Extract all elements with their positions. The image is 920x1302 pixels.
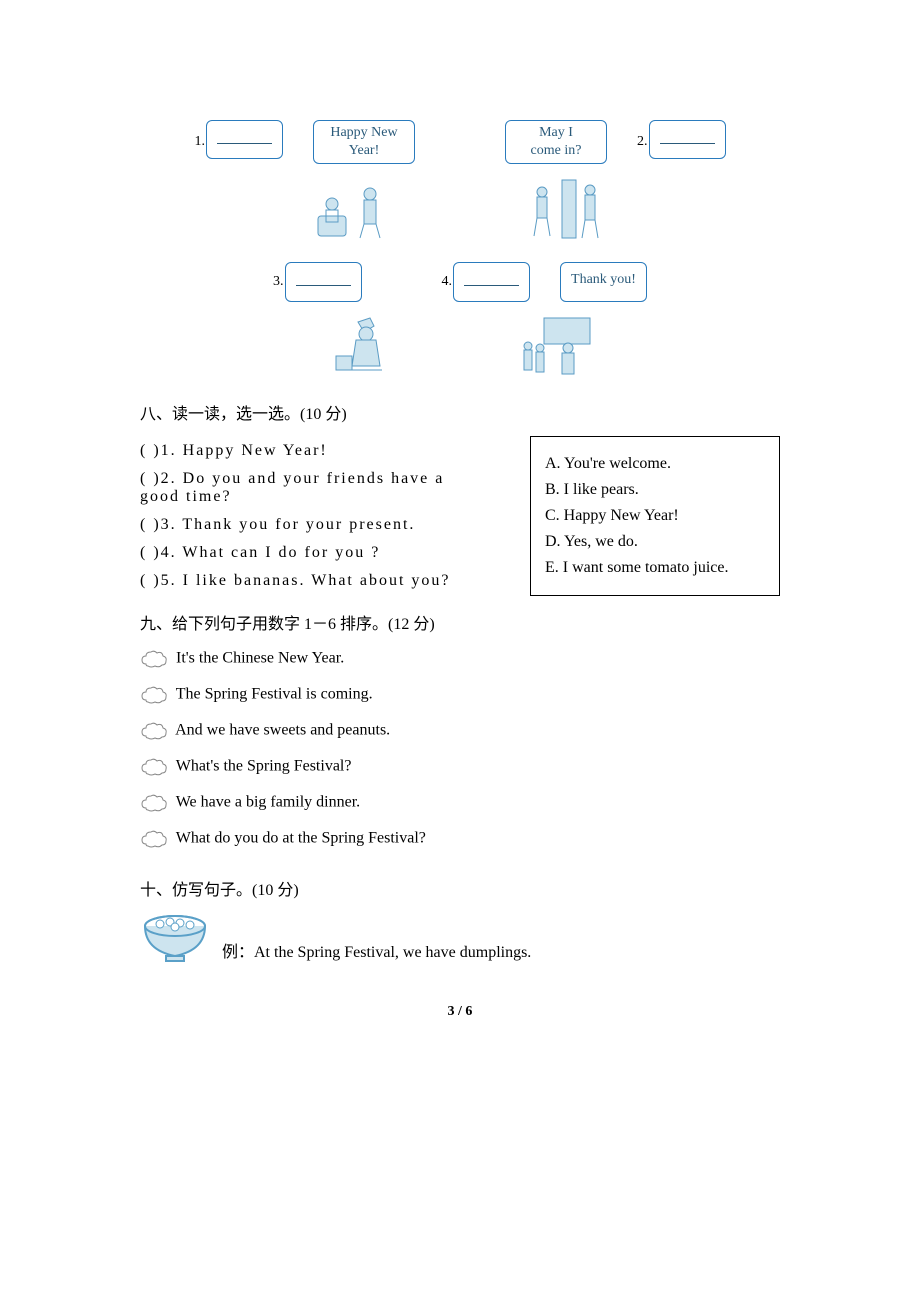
section-8-questions: ( )1. Happy New Year! ( )2. Do you and y…	[140, 432, 490, 600]
q9-text-3: And we have sweets and peanuts.	[175, 721, 390, 738]
bubble-hny: Happy New Year!	[313, 120, 415, 164]
bubble-blank-1[interactable]	[206, 120, 283, 159]
dialog-num-2: 2.	[637, 134, 648, 150]
bubble-may-l2: come in?	[531, 143, 582, 158]
answer-e: E. I want some tomato juice.	[545, 559, 765, 577]
q9-text-5: We have a big family dinner.	[176, 793, 360, 810]
answer-box: A. You're welcome. B. I like pears. C. H…	[530, 436, 780, 596]
scene-teacher	[510, 312, 600, 382]
cloud-icon	[140, 648, 168, 670]
answer-d: D. Yes, we do.	[545, 533, 765, 551]
bubble-hny-l1: Happy New	[330, 125, 397, 140]
scene-santa	[320, 312, 410, 382]
scene-row-2	[140, 312, 780, 382]
dialog-row-2: 3. 4. Thank you!	[140, 262, 780, 301]
cloud-icon	[140, 828, 168, 850]
q9-text-1: It's the Chinese New Year.	[176, 649, 344, 666]
cloud-icon	[140, 792, 168, 814]
q8-item-2[interactable]: ( )2. Do you and your friends have a goo…	[140, 470, 490, 506]
page-number: 3 / 6	[140, 1004, 780, 1020]
section-9-list: It's the Chinese New Year. The Spring Fe…	[140, 648, 780, 850]
dialog-group-1: 1.	[195, 120, 284, 164]
dialog-group-2: 2.	[637, 120, 726, 164]
section-8-title: 八、读一读，选一选。(10 分)	[140, 400, 780, 424]
cloud-icon	[140, 684, 168, 706]
dialog-group-4: 4.	[442, 262, 531, 301]
q8-item-1[interactable]: ( )1. Happy New Year!	[140, 442, 490, 460]
blank-line-4	[464, 271, 519, 286]
section-8-wrap: ( )1. Happy New Year! ( )2. Do you and y…	[140, 432, 780, 600]
scene-row-1	[140, 174, 780, 244]
dialog-num-3: 3.	[273, 274, 284, 290]
example-text: 例：At the Spring Festival, we have dumpli…	[222, 938, 531, 962]
dialog-num-1: 1.	[195, 134, 206, 150]
dialog-row-1: 1. Happy New Year! May I come in? 2.	[140, 120, 780, 164]
answer-c: C. Happy New Year!	[545, 507, 765, 525]
cloud-icon	[140, 756, 168, 778]
blank-line-2	[660, 129, 715, 144]
bubble-may-l1: May I	[539, 125, 573, 140]
scene-people-1	[310, 174, 400, 244]
q8-item-4[interactable]: ( )4. What can I do for you ?	[140, 544, 490, 562]
bubble-blank-4[interactable]	[453, 262, 530, 301]
q9-item-5[interactable]: We have a big family dinner.	[140, 792, 780, 814]
q9-item-1[interactable]: It's the Chinese New Year.	[140, 648, 780, 670]
bowl-icon	[140, 912, 210, 964]
blank-line-1	[217, 129, 272, 144]
q9-text-2: The Spring Festival is coming.	[176, 685, 373, 702]
dialog-group-3: 3.	[273, 262, 362, 301]
q8-item-3[interactable]: ( )3. Thank you for your present.	[140, 516, 490, 534]
bubble-may: May I come in?	[505, 120, 607, 164]
q8-item-5[interactable]: ( )5. I like bananas. What about you?	[140, 572, 490, 590]
bubble-thank-text: Thank you!	[571, 272, 636, 287]
q9-text-6: What do you do at the Spring Festival?	[176, 829, 426, 846]
cloud-icon	[140, 720, 168, 742]
dialog-num-4: 4.	[442, 274, 453, 290]
q9-item-2[interactable]: The Spring Festival is coming.	[140, 684, 780, 706]
q9-item-6[interactable]: What do you do at the Spring Festival?	[140, 828, 780, 850]
bubble-thank: Thank you!	[560, 262, 647, 301]
bubble-hny-l2: Year!	[349, 143, 379, 158]
answer-a: A. You're welcome.	[545, 455, 765, 473]
scene-people-2	[520, 174, 610, 244]
q9-text-4: What's the Spring Festival?	[176, 757, 352, 774]
section-10-title: 十、仿写句子。(10 分)	[140, 876, 780, 900]
blank-line-3	[296, 271, 351, 286]
answer-b: B. I like pears.	[545, 481, 765, 499]
bubble-blank-2[interactable]	[649, 120, 726, 159]
bubble-blank-3[interactable]	[285, 262, 362, 301]
section-9-title: 九、给下列句子用数字 1－6 排序。(12 分)	[140, 610, 780, 634]
q9-item-4[interactable]: What's the Spring Festival?	[140, 756, 780, 778]
q9-item-3[interactable]: And we have sweets and peanuts.	[140, 720, 780, 742]
section-10-example: 例：At the Spring Festival, we have dumpli…	[140, 912, 780, 964]
